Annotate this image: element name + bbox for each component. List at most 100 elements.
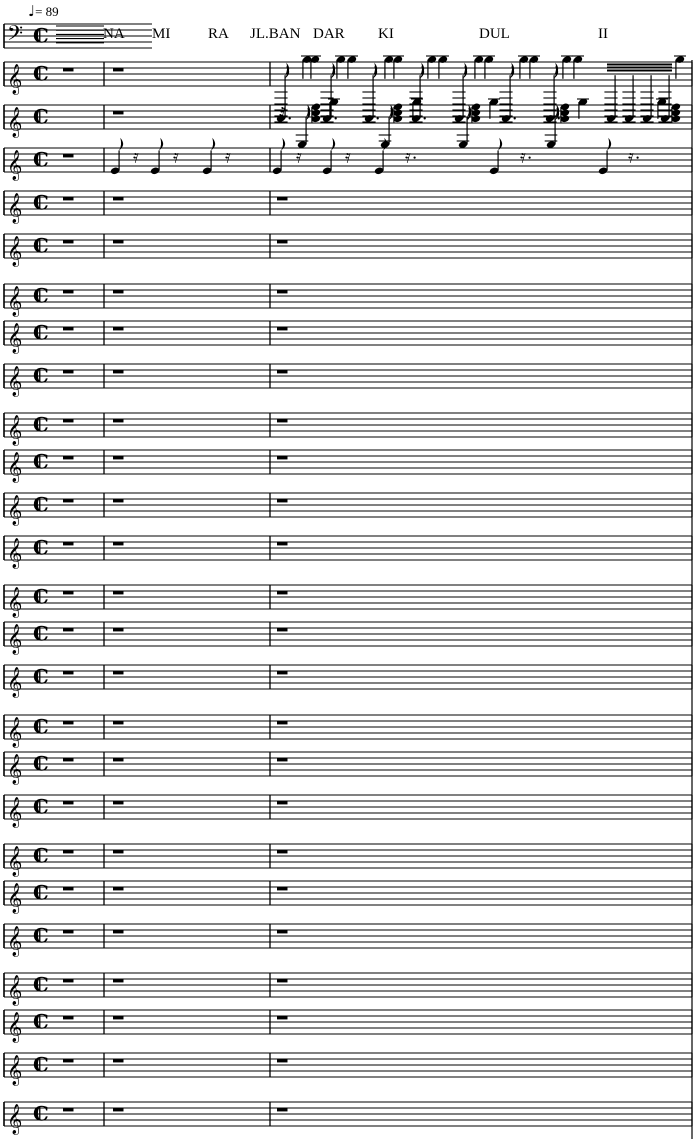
- common-time-signature: C: [33, 321, 49, 345]
- note-head: [675, 56, 685, 63]
- staff-system: 𝄞 C: [3, 1101, 693, 1136]
- lyric-syllable: NA: [103, 26, 125, 42]
- note-flag: [554, 65, 559, 79]
- time-sig-stroke: [39, 1059, 41, 1071]
- common-time-signature: C: [33, 665, 49, 689]
- time-sig-stroke: [39, 456, 41, 468]
- time-sig-stroke: [39, 628, 41, 640]
- note-flag: [383, 137, 388, 151]
- time-sig-stroke: [39, 671, 41, 683]
- whole-rest: [113, 326, 124, 331]
- time-sig-stroke: [39, 154, 41, 166]
- note-head: [560, 109, 570, 117]
- staff-system: 𝄞 C: [3, 794, 693, 829]
- staff-system: 𝄞 C: [3, 233, 693, 268]
- note-flag: [463, 65, 468, 79]
- note-head: [329, 98, 339, 106]
- whole-rest: [277, 720, 288, 725]
- note-dot: [334, 117, 337, 120]
- note-dot: [376, 117, 379, 120]
- common-time-signature: C: [33, 795, 49, 819]
- whole-rest: [277, 239, 288, 244]
- treble-clef-icon: 𝄞: [7, 754, 22, 786]
- common-time-signature: C: [33, 234, 49, 258]
- staff-system: 𝄞 C: [3, 972, 693, 1007]
- common-time-signature: C: [33, 1053, 49, 1077]
- staff-system: 𝄞 C: [3, 535, 693, 570]
- note-head: [671, 115, 681, 123]
- staff-system: 𝄞 C: [3, 751, 693, 786]
- treble-clef-icon: 𝄞: [7, 717, 22, 749]
- time-sig-stroke: [39, 758, 41, 770]
- whole-rest: [63, 498, 74, 503]
- whole-rest: [63, 67, 74, 72]
- staff-system: 𝄞 C: [3, 1009, 693, 1044]
- whole-rest: [113, 289, 124, 294]
- note-head: [322, 167, 332, 175]
- note-head: [598, 167, 608, 175]
- whole-rest: [277, 757, 288, 762]
- note-head: [519, 56, 529, 63]
- common-time-signature: C: [33, 1010, 49, 1034]
- time-sig-stroke: [39, 327, 41, 339]
- treble-clef-icon: 𝄞: [7, 538, 22, 570]
- note-head: [671, 103, 681, 111]
- staff-system: 𝄞 C: [3, 880, 693, 915]
- note-head: [671, 109, 681, 117]
- note-head: [311, 109, 321, 117]
- top-system: 𝄢 C: [3, 21, 152, 50]
- whole-rest: [277, 289, 288, 294]
- tempo-value: = 89: [35, 4, 59, 19]
- note-flag: [119, 137, 124, 151]
- whole-rest: [63, 757, 74, 762]
- whole-rest: [63, 929, 74, 934]
- note-flag: [467, 107, 472, 121]
- note-head: [311, 115, 321, 123]
- staff-system: 𝄞 C: [3, 190, 693, 225]
- note-head: [489, 98, 499, 106]
- lyric-syllable: JL.BAN: [250, 26, 301, 42]
- whole-rest: [63, 239, 74, 244]
- time-sig-stroke: [39, 850, 41, 862]
- note-head: [297, 141, 307, 148]
- time-sig-stroke: [39, 1108, 41, 1120]
- whole-rest: [277, 196, 288, 201]
- note-head: [374, 167, 384, 175]
- whole-rest: [63, 978, 74, 983]
- whole-rest: [113, 590, 124, 595]
- common-time-signature: C: [33, 493, 49, 517]
- treble-clef-icon: 𝄞: [7, 150, 22, 182]
- eighth-rest: 𝄿: [296, 146, 302, 167]
- tempo-marking: ♩= 89: [28, 2, 59, 20]
- time-sig-stroke: [39, 542, 41, 554]
- whole-rest: [113, 886, 124, 891]
- whole-rest: [63, 1015, 74, 1020]
- whole-rest: [113, 67, 124, 72]
- whole-rest: [113, 1058, 124, 1063]
- note-head: [336, 56, 346, 63]
- treble-clef-icon: 𝄞: [7, 1055, 22, 1087]
- treble-clef-icon: 𝄞: [7, 975, 22, 1007]
- note-head: [302, 56, 312, 63]
- whole-rest: [113, 1107, 124, 1112]
- treble-clef-icon: 𝄞: [7, 624, 22, 656]
- treble-clef-icon: 𝄞: [7, 366, 22, 398]
- time-sig-stroke: [39, 30, 41, 42]
- common-time-signature: C: [33, 364, 49, 388]
- beam: [607, 69, 672, 72]
- bass-clef-icon: 𝄢: [7, 21, 23, 50]
- note-head: [202, 167, 212, 175]
- note-dot: [557, 117, 560, 120]
- whole-rest: [277, 800, 288, 805]
- staff-system: 𝄞 C: [3, 714, 693, 749]
- beam: [607, 63, 672, 66]
- note-head: [110, 167, 120, 175]
- eighth-rest: 𝄿: [345, 146, 351, 167]
- rest-dot: [528, 156, 531, 159]
- treble-clef-icon: 𝄞: [7, 415, 22, 447]
- note-flag: [420, 65, 425, 79]
- common-time-signature: C: [33, 191, 49, 215]
- treble-clef-icon: 𝄞: [7, 236, 22, 268]
- sixteenth-rest: 𝅀: [279, 104, 286, 125]
